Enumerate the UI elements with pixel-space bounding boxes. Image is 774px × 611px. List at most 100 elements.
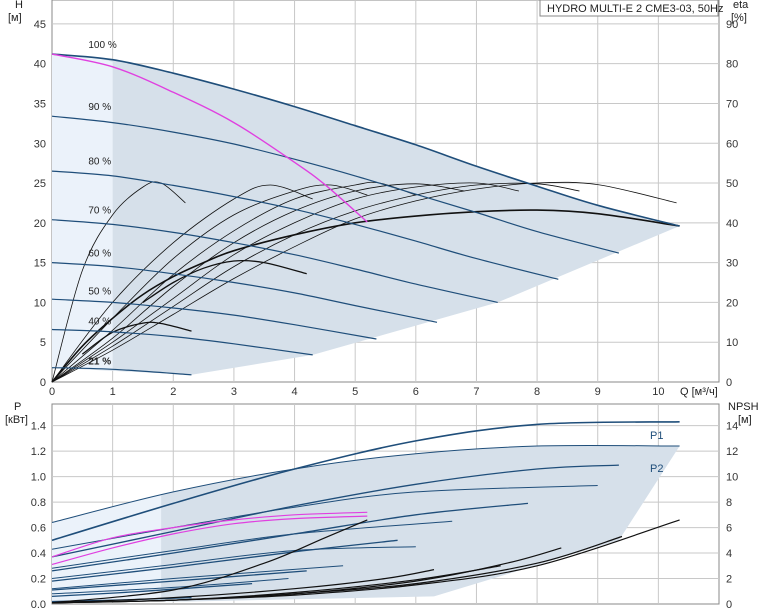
speed-label: 21 % <box>88 356 111 367</box>
h-tick-label: 30 <box>34 138 46 150</box>
h-tick-label: 20 <box>34 218 46 230</box>
eta-tick-label: 0 <box>726 377 732 389</box>
eta-tick-label: 60 <box>726 138 738 150</box>
speed-label: 70 % <box>88 205 111 216</box>
x-tick-label: 7 <box>473 386 479 398</box>
envelope-area <box>52 54 680 375</box>
eta-tick-label: 30 <box>726 258 738 270</box>
npsh-curve <box>51 569 435 604</box>
h-tick-label: 5 <box>40 337 46 349</box>
max-power-lower-curve <box>51 511 368 558</box>
zero-flow-region <box>52 54 113 370</box>
npsh-tick-label: 6 <box>726 523 732 535</box>
x-tick-label: 4 <box>291 386 297 398</box>
p-tick-label: 1.0 <box>31 472 46 484</box>
npsh-tick-label: 14 <box>726 421 738 433</box>
speed-curve <box>51 328 313 356</box>
speed-label: 100 % <box>88 40 116 51</box>
p2-curve <box>51 565 344 590</box>
eta-axis-label: eta <box>733 0 749 11</box>
efficiency-curve <box>51 181 677 383</box>
max-power-lower-curve <box>51 515 368 566</box>
h-tick-label: 15 <box>34 258 46 270</box>
p1-curve <box>51 539 398 582</box>
x-tick-label: 8 <box>534 386 540 398</box>
speed-curve <box>51 53 680 227</box>
npsh-axis-unit: [м] <box>738 414 752 426</box>
npsh-curves <box>51 519 680 604</box>
p-tick-label: 1.2 <box>31 446 46 458</box>
efficiency-curve <box>51 181 416 383</box>
p2-curve <box>51 578 289 595</box>
x-tick-label: 5 <box>352 386 358 398</box>
power-curves <box>51 421 680 603</box>
efficiency-curve-partial <box>81 321 192 355</box>
efficiency-curve <box>51 183 465 383</box>
npsh-axis-label: NPSH <box>728 401 759 413</box>
efficiency-curve <box>51 182 580 383</box>
eta-tick-label: 10 <box>726 337 738 349</box>
p2-curve <box>51 485 598 550</box>
upper-tick-labels: 0 1 2 3 4 5 6 7 8 9 100510152025303540450102030405… <box>34 19 739 398</box>
p2-curve <box>51 546 416 579</box>
speed-label: 50 % <box>88 286 111 297</box>
npsh-tick-label: 2 <box>726 574 732 586</box>
eta-tick-label: 50 <box>726 178 738 190</box>
p1-curve <box>51 464 619 558</box>
p-axis-label: P <box>14 401 21 413</box>
p1-label: P1 <box>650 430 663 442</box>
speed-curves <box>51 53 680 376</box>
p1-curve <box>51 582 253 598</box>
speed-label: 60 % <box>88 248 111 259</box>
eta-tick-label: 90 <box>726 19 738 31</box>
x-tick-label: 1 <box>110 386 116 398</box>
p-tick-label: 0.4 <box>31 548 46 560</box>
efficiency-curve <box>51 184 313 383</box>
p2-label: P2 <box>650 463 663 475</box>
h-axis-unit: [м] <box>8 12 22 24</box>
speed-curve <box>51 298 377 340</box>
x-tick-label: 10 <box>652 386 664 398</box>
h-tick-label: 45 <box>34 19 46 31</box>
bep-efficiency-curve <box>51 209 680 383</box>
max-curve <box>51 53 368 223</box>
max-power-curve <box>51 53 368 223</box>
p-tick-label: 0.8 <box>31 497 46 509</box>
speed-curve <box>51 115 620 254</box>
x-tick-label: 3 <box>231 386 237 398</box>
p1-curve <box>51 570 307 591</box>
p2-curve <box>51 444 680 523</box>
npsh-tick-label: 10 <box>726 472 738 484</box>
eta-tick-label: 80 <box>726 59 738 71</box>
q-axis-label: Q [м³/ч] <box>680 386 718 398</box>
p1-curve <box>51 421 680 542</box>
lower-plot-frame <box>51 403 720 605</box>
p2-curve <box>51 520 453 569</box>
npsh-tick-label: 4 <box>726 548 732 560</box>
speed-label: 90 % <box>88 102 111 113</box>
x-tick-label: 9 <box>595 386 601 398</box>
h-tick-label: 25 <box>34 178 46 190</box>
x-tick-label: 0 <box>49 386 55 398</box>
h-tick-label: 35 <box>34 98 46 110</box>
speed-label: 80 % <box>88 157 111 168</box>
chart-title: HYDRO MULTI-E 2 CME3-03, 50Hz <box>547 3 723 15</box>
p-tick-label: 0.0 <box>31 599 46 611</box>
x-tick-label: 2 <box>170 386 176 398</box>
efficiency-curve <box>51 182 519 383</box>
speed-label: 40 % <box>88 317 111 328</box>
title-box <box>539 0 719 17</box>
h-tick-label: 0 <box>40 377 46 389</box>
p1-curve <box>51 502 529 572</box>
power-zero-flow-region <box>52 494 162 602</box>
p-axis-unit: [кВт] <box>5 414 28 426</box>
x-tick-label: 6 <box>413 386 419 398</box>
eta-axis-unit: [%] <box>731 12 747 24</box>
npsh-curve <box>51 519 680 604</box>
h-tick-label: 40 <box>34 59 46 71</box>
npsh-tick-label: 12 <box>726 446 738 458</box>
h-axis-label: H <box>15 0 23 11</box>
p-tick-label: 1.4 <box>31 421 46 433</box>
lower-tick-labels: 0.0 0.2 0.4 0.6 0.8 1.0 1.2 1.4 0 2 4 6 8 10 12 14 <box>31 421 739 611</box>
